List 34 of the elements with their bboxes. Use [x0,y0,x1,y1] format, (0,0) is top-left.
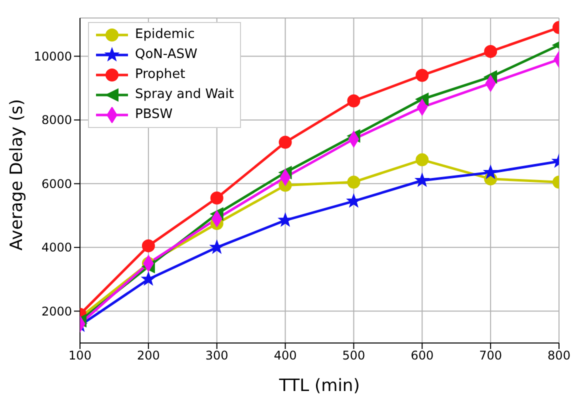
y-tick-label: 8000 [41,113,72,128]
y-tick-label: 4000 [41,240,72,255]
point [210,192,224,205]
x-axis-title: TTL (min) [278,376,360,396]
x-tick-label: 500 [342,348,366,363]
legend-label: QoN-ASW [135,46,198,64]
y-tick-label: 10000 [34,49,72,64]
point [210,240,224,254]
point [416,153,429,166]
point [347,176,360,189]
point [347,94,360,108]
point [278,213,292,226]
point [484,44,498,58]
point [416,68,429,82]
point [415,173,429,186]
x-tick-label: 200 [136,348,160,363]
point [346,194,360,208]
point [278,136,292,149]
x-tick-label: 800 [548,348,570,363]
legend-label: Prophet [135,66,186,84]
legend-label: Spray and Wait [135,86,234,104]
x-tick-label: 600 [410,348,434,363]
y-tick-label: 6000 [41,176,72,191]
legend-label: PBSW [135,106,173,124]
point [142,239,155,252]
y-tick-label: 2000 [41,304,72,318]
x-tick-label: 100 [68,348,92,363]
y-axis-title: Average Delay (s) [7,99,28,250]
x-tick-label: 700 [479,348,502,363]
x-tick-label: 300 [205,348,228,363]
legend-label: Epidemic [135,26,195,44]
point [484,165,498,178]
x-tick-label: 400 [274,348,297,363]
point [142,272,156,286]
